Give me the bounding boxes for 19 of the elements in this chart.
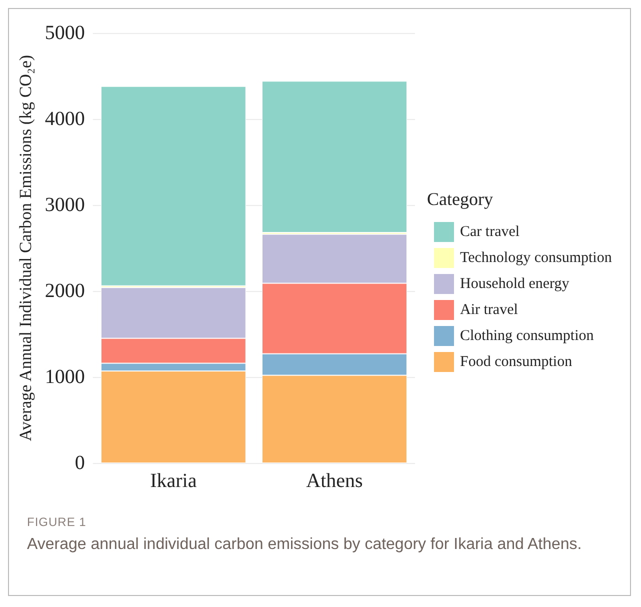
y-tick-label: 2000 xyxy=(44,280,85,302)
legend-label: Technology consumption xyxy=(460,250,612,266)
legend-label: Air travel xyxy=(460,302,518,318)
x-tick-label: Athens xyxy=(306,470,364,492)
y-tick-label: 5000 xyxy=(44,22,85,44)
text: Average annual individual carbon emissions by category for Ikaria and Athens. xyxy=(27,535,583,555)
caption: FIGURE 1 xyxy=(27,515,88,529)
x-tick-label: Ikaria xyxy=(150,470,197,492)
legend-title: Category xyxy=(427,189,493,209)
bar xyxy=(262,81,407,233)
legend-label: Car travel xyxy=(460,224,520,240)
y-tick-label: 1000 xyxy=(44,366,85,388)
legend-label: Clothing consumption xyxy=(460,328,594,344)
y-axis-title: Average Annual Individual Carbon Emissions (kg CO₂e) xyxy=(16,54,35,442)
y-tick-label: 3000 xyxy=(44,194,85,216)
y-tick-label: 4000 xyxy=(44,108,85,130)
y-tick-label: 0 xyxy=(74,452,85,474)
legend-label: Household energy xyxy=(460,276,570,292)
legend-label: Food consumption xyxy=(460,354,573,370)
